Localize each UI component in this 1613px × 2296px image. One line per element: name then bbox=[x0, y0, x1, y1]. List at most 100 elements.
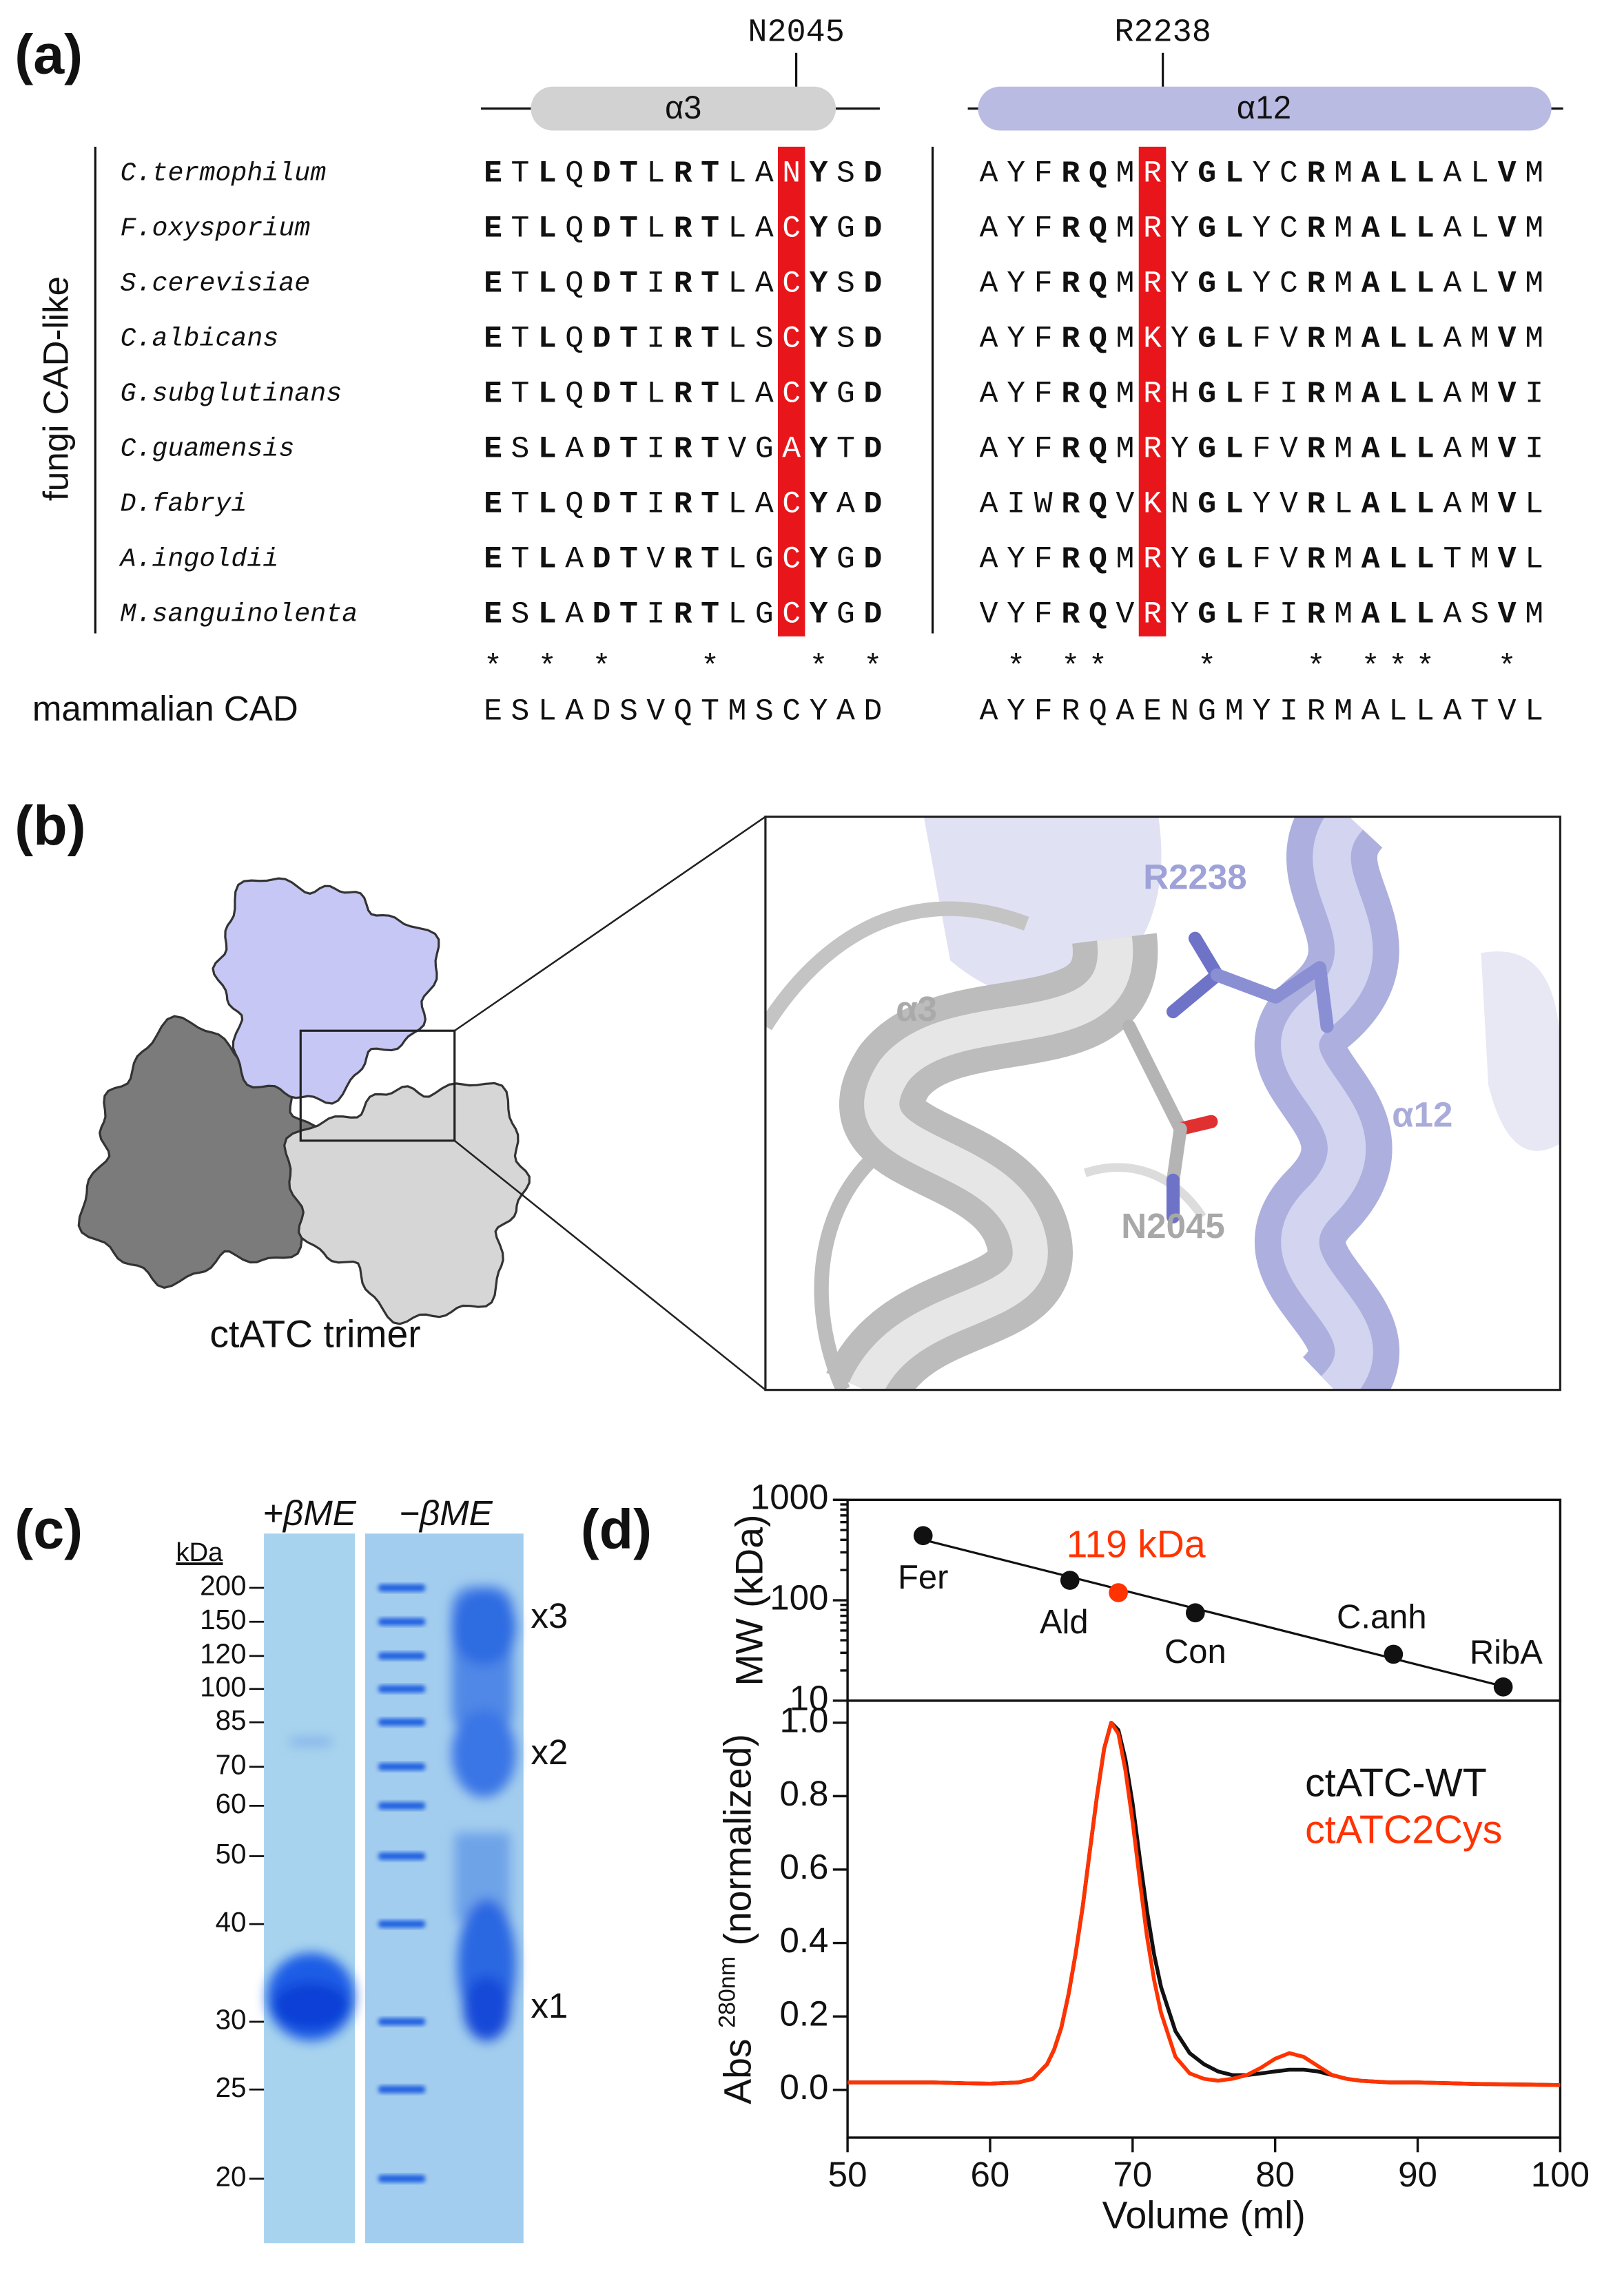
residue: D bbox=[593, 432, 611, 466]
residue: C bbox=[782, 211, 801, 246]
residue: L bbox=[1225, 432, 1244, 466]
residue: * bbox=[863, 650, 882, 685]
highlight-column bbox=[1138, 146, 1167, 637]
helix-ribbon bbox=[849, 936, 1133, 1390]
residue: R bbox=[1307, 487, 1326, 521]
subunit bbox=[212, 877, 440, 1105]
species: S.cerevisiae bbox=[121, 268, 311, 298]
residue: M bbox=[1525, 211, 1543, 246]
residue: V bbox=[1116, 597, 1135, 632]
residue: A bbox=[1362, 322, 1380, 356]
residue: L bbox=[538, 156, 557, 191]
residue: Q bbox=[565, 377, 584, 411]
residue: N bbox=[782, 156, 801, 191]
ladder-band bbox=[378, 1652, 426, 1660]
residue: A bbox=[1362, 597, 1380, 632]
residue: C bbox=[782, 542, 801, 577]
residue: L bbox=[1225, 322, 1244, 356]
residue: T bbox=[701, 322, 719, 356]
residue: Y bbox=[810, 377, 828, 411]
residue bbox=[1525, 650, 1543, 685]
residue bbox=[646, 650, 665, 685]
residue: M bbox=[1116, 377, 1135, 411]
residue: T bbox=[701, 487, 719, 521]
residue: L bbox=[646, 377, 665, 411]
residue-label: R2238 bbox=[1143, 858, 1246, 897]
residue: T bbox=[511, 377, 530, 411]
residue: R bbox=[674, 377, 692, 411]
residue: L bbox=[538, 377, 557, 411]
residue: L bbox=[538, 211, 557, 246]
point-label: Ald bbox=[1040, 1604, 1089, 1641]
ladder-band bbox=[378, 1685, 426, 1693]
residue: N bbox=[1171, 694, 1189, 729]
smear bbox=[451, 1709, 517, 1798]
band-label: x3 bbox=[531, 1596, 568, 1635]
ladder-band bbox=[378, 1584, 426, 1592]
residue: R bbox=[1307, 542, 1326, 577]
conservation: * * * * * * bbox=[484, 650, 882, 685]
standard-point bbox=[1493, 1677, 1513, 1697]
residue: E bbox=[484, 377, 502, 411]
residue: I bbox=[646, 597, 665, 632]
residue: * bbox=[1061, 650, 1080, 685]
residue: R bbox=[1307, 267, 1326, 301]
residue: A bbox=[1116, 694, 1135, 729]
residue: T bbox=[619, 377, 638, 411]
residue: A bbox=[1444, 487, 1462, 521]
residue: G bbox=[755, 597, 774, 632]
residue: Q bbox=[1089, 694, 1107, 729]
residue: V bbox=[1498, 487, 1517, 521]
residue-sticks bbox=[1166, 1122, 1187, 1187]
residue: D bbox=[863, 487, 882, 521]
residue bbox=[1470, 650, 1489, 685]
lane-label: +βME bbox=[263, 1493, 357, 1533]
residue: A bbox=[782, 432, 801, 466]
residue: Y bbox=[1171, 267, 1189, 301]
residue: T bbox=[511, 542, 530, 577]
residue: G bbox=[755, 432, 774, 466]
residue: D bbox=[593, 267, 611, 301]
helix-label: α12 bbox=[1237, 90, 1291, 125]
residue: E bbox=[484, 211, 502, 246]
residue: T bbox=[836, 432, 855, 466]
residue bbox=[619, 650, 638, 685]
residue: Y bbox=[1252, 156, 1271, 191]
residue: L bbox=[538, 542, 557, 577]
residue: F bbox=[1252, 322, 1271, 356]
residue: I bbox=[1280, 377, 1298, 411]
residue: T bbox=[619, 211, 638, 246]
coil bbox=[1083, 1163, 1206, 1220]
point-label: C.anh bbox=[1337, 1598, 1427, 1635]
residue: A bbox=[1444, 322, 1462, 356]
residue: A bbox=[1444, 694, 1462, 729]
residue bbox=[1444, 650, 1462, 685]
residue: L bbox=[1525, 694, 1543, 729]
residue: R bbox=[1061, 377, 1080, 411]
fit-line bbox=[923, 1538, 1504, 1688]
residue: A bbox=[1362, 432, 1380, 466]
residue: D bbox=[593, 377, 611, 411]
residue: R bbox=[1143, 377, 1162, 411]
residue-label: R2238 bbox=[1114, 14, 1211, 51]
residue: L bbox=[1525, 487, 1543, 521]
residue: I bbox=[1007, 487, 1025, 521]
residue: A bbox=[980, 322, 998, 356]
residue: V bbox=[980, 597, 998, 632]
zoom-connector bbox=[453, 1139, 766, 1391]
residue: T bbox=[701, 432, 719, 466]
residue: R bbox=[1143, 597, 1162, 632]
residue: Q bbox=[1089, 542, 1107, 577]
residue: L bbox=[1388, 267, 1407, 301]
residue: T bbox=[701, 597, 719, 632]
highlight-column bbox=[778, 146, 805, 637]
residue: T bbox=[619, 267, 638, 301]
residue: M bbox=[1525, 267, 1543, 301]
smear bbox=[451, 1589, 517, 1666]
residue: D bbox=[863, 267, 882, 301]
